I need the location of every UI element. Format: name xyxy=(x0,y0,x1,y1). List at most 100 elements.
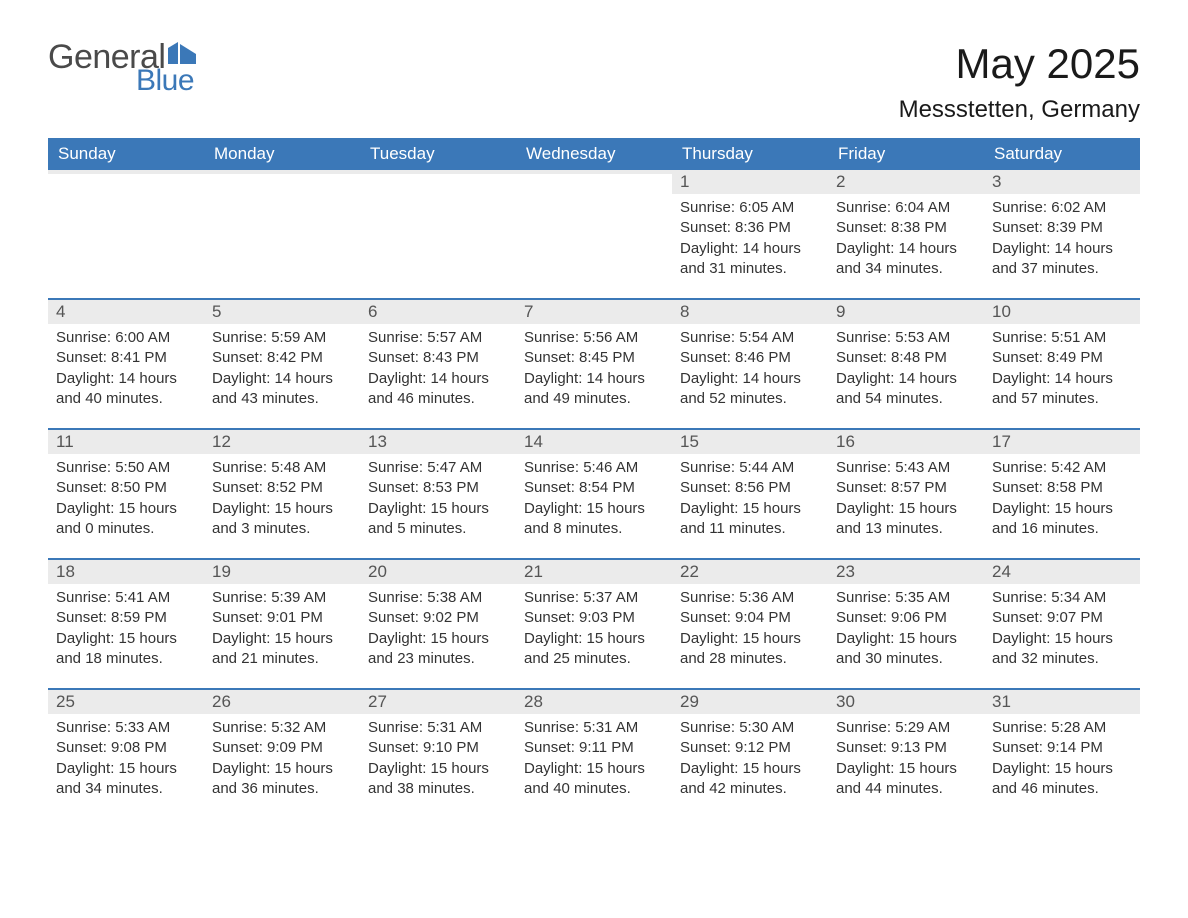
sunrise-value: 5:43 AM xyxy=(895,459,950,476)
day-number: 20 xyxy=(368,562,387,581)
sunset-label: Sunset: xyxy=(368,349,419,366)
sunrise-value: 5:48 AM xyxy=(271,459,326,476)
calendar-cell: 20 Sunrise: 5:38 AMSunset: 9:02 PMDayligh… xyxy=(360,560,516,688)
sunrise-value: 5:33 AM xyxy=(115,719,170,736)
cell-body: Sunrise: 5:54 AMSunset: 8:46 PMDaylight:… xyxy=(672,324,828,419)
calendar-cell: 11Sunrise: 5:50 AMSunset: 8:50 PMDayligh… xyxy=(48,430,204,558)
calendar-week: 18Sunrise: 5:41 AMSunset: 8:59 PMDayligh… xyxy=(48,558,1140,688)
day-number-bar: 26 xyxy=(204,690,360,714)
day-number-bar: 16 xyxy=(828,430,984,454)
sunrise-label: Sunrise: xyxy=(680,329,735,346)
cell-body: Sunrise: 5:57 AMSunset: 8:43 PMDaylight:… xyxy=(360,324,516,419)
sunrise-line: Sunrise: 5:35 AM xyxy=(836,588,976,608)
daylight-line: Daylight: 15 hours and 46 minutes. xyxy=(992,759,1132,800)
cell-body: Sunrise: 5:51 AMSunset: 8:49 PMDaylight:… xyxy=(984,324,1140,419)
day-number: 27 xyxy=(368,692,387,711)
sunset-line: Sunset: 9:13 PM xyxy=(836,738,976,758)
sunrise-value: 5:59 AM xyxy=(271,329,326,346)
sunrise-line: Sunrise: 6:00 AM xyxy=(56,328,196,348)
cell-body: Sunrise: 5:42 AMSunset: 8:58 PMDaylight:… xyxy=(984,454,1140,549)
sunrise-line: Sunrise: 5:36 AM xyxy=(680,588,820,608)
calendar-cell: 7 Sunrise: 5:56 AMSunset: 8:45 PMDaylight… xyxy=(516,300,672,428)
sunset-value: 8:45 PM xyxy=(579,349,635,366)
sunrise-value: 5:29 AM xyxy=(895,719,950,736)
sunrise-line: Sunrise: 5:48 AM xyxy=(212,458,352,478)
sunset-value: 9:10 PM xyxy=(423,739,479,756)
sunset-value: 8:48 PM xyxy=(891,349,947,366)
sunrise-value: 5:54 AM xyxy=(739,329,794,346)
sunrise-line: Sunrise: 5:31 AM xyxy=(368,718,508,738)
sunset-line: Sunset: 9:11 PM xyxy=(524,738,664,758)
daylight-label: Daylight: xyxy=(836,500,894,517)
sunrise-line: Sunrise: 5:47 AM xyxy=(368,458,508,478)
calendar-cell: 2Sunrise: 6:04 AMSunset: 8:38 PMDaylight… xyxy=(828,170,984,298)
daylight-label: Daylight: xyxy=(56,630,114,647)
calendar-cell: 13Sunrise: 5:47 AMSunset: 8:53 PMDayligh… xyxy=(360,430,516,558)
sunset-label: Sunset: xyxy=(212,609,263,626)
sunset-label: Sunset: xyxy=(836,219,887,236)
daylight-line: Daylight: 15 hours and 25 minutes. xyxy=(524,629,664,670)
sunset-label: Sunset: xyxy=(56,739,107,756)
cell-body xyxy=(204,174,360,208)
daylight-line: Daylight: 15 hours and 3 minutes. xyxy=(212,499,352,540)
daylight-label: Daylight: xyxy=(836,240,894,257)
sunset-value: 9:08 PM xyxy=(111,739,167,756)
sunset-value: 9:06 PM xyxy=(891,609,947,626)
cell-body: Sunrise: 5:46 AMSunset: 8:54 PMDaylight:… xyxy=(516,454,672,549)
calendar-cell: 3Sunrise: 6:02 AMSunset: 8:39 PMDaylight… xyxy=(984,170,1140,298)
sunset-value: 8:39 PM xyxy=(1047,219,1103,236)
day-number: 8 xyxy=(680,302,689,321)
day-number-bar: 21 xyxy=(516,560,672,584)
sunset-label: Sunset: xyxy=(680,219,731,236)
daylight-label: Daylight: xyxy=(524,630,582,647)
day-number: 2 xyxy=(836,172,845,191)
daylight-label: Daylight: xyxy=(368,760,426,777)
sunset-value: 8:46 PM xyxy=(735,349,791,366)
sunset-label: Sunset: xyxy=(680,739,731,756)
cell-body: Sunrise: 5:38 AMSunset: 9:02 PMDaylight:… xyxy=(360,584,516,679)
sunset-line: Sunset: 8:48 PM xyxy=(836,348,976,368)
calendar-week: 4Sunrise: 6:00 AMSunset: 8:41 PMDaylight… xyxy=(48,298,1140,428)
brand-logo: General Blue xyxy=(48,40,202,96)
sunset-value: 8:38 PM xyxy=(891,219,947,236)
sunset-label: Sunset: xyxy=(524,479,575,496)
sunrise-label: Sunrise: xyxy=(56,329,111,346)
daylight-line: Daylight: 15 hours and 5 minutes. xyxy=(368,499,508,540)
sunrise-value: 5:34 AM xyxy=(1051,589,1106,606)
sunrise-label: Sunrise: xyxy=(680,199,735,216)
sunrise-line: Sunrise: 5:32 AM xyxy=(212,718,352,738)
day-number: 1 xyxy=(680,172,689,191)
sunrise-value: 6:02 AM xyxy=(1051,199,1106,216)
daylight-label: Daylight: xyxy=(836,370,894,387)
sunset-label: Sunset: xyxy=(368,739,419,756)
daylight-label: Daylight: xyxy=(992,370,1050,387)
calendar-cell: 23Sunrise: 5:35 AMSunset: 9:06 PMDayligh… xyxy=(828,560,984,688)
cell-body: Sunrise: 5:56 AMSunset: 8:45 PMDaylight:… xyxy=(516,324,672,419)
location-label: Messstetten, Germany xyxy=(899,96,1140,124)
sunset-label: Sunset: xyxy=(524,609,575,626)
sunset-line: Sunset: 8:41 PM xyxy=(56,348,196,368)
day-number: 7 xyxy=(524,302,533,321)
daylight-line: Daylight: 14 hours and 46 minutes. xyxy=(368,369,508,410)
day-number-bar: 27 xyxy=(360,690,516,714)
day-number: 29 xyxy=(680,692,699,711)
sunrise-value: 5:31 AM xyxy=(583,719,638,736)
sunrise-label: Sunrise: xyxy=(56,589,111,606)
daylight-label: Daylight: xyxy=(992,760,1050,777)
day-number-bar: 30 xyxy=(828,690,984,714)
cell-body: Sunrise: 5:28 AMSunset: 9:14 PMDaylight:… xyxy=(984,714,1140,809)
daylight-line: Daylight: 15 hours and 8 minutes. xyxy=(524,499,664,540)
sunrise-label: Sunrise: xyxy=(992,199,1047,216)
sunset-line: Sunset: 8:54 PM xyxy=(524,478,664,498)
sunset-label: Sunset: xyxy=(212,479,263,496)
day-number-bar: 24 xyxy=(984,560,1140,584)
sunset-line: Sunset: 9:08 PM xyxy=(56,738,196,758)
daylight-line: Daylight: 15 hours and 21 minutes. xyxy=(212,629,352,670)
day-number: 31 xyxy=(992,692,1011,711)
sunset-line: Sunset: 9:01 PM xyxy=(212,608,352,628)
sunrise-label: Sunrise: xyxy=(524,589,579,606)
sunset-label: Sunset: xyxy=(524,739,575,756)
day-number: 12 xyxy=(212,432,231,451)
weekday-label: Wednesday xyxy=(516,138,672,170)
daylight-line: Daylight: 15 hours and 42 minutes. xyxy=(680,759,820,800)
